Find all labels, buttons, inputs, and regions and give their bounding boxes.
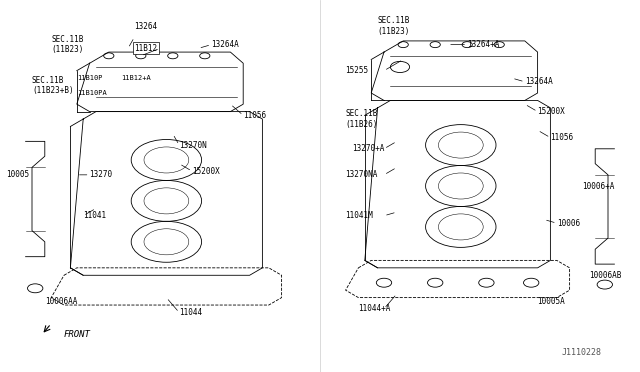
Text: 11056: 11056 xyxy=(550,133,573,142)
Text: 11044+A: 11044+A xyxy=(358,304,391,313)
Text: J1110228: J1110228 xyxy=(562,348,602,357)
Text: 10005A: 10005A xyxy=(538,297,565,306)
Text: SEC.11B
(11B23): SEC.11B (11B23) xyxy=(51,35,84,54)
Text: 11044: 11044 xyxy=(179,308,202,317)
Text: 11B10P: 11B10P xyxy=(77,75,102,81)
Text: 11B12+A: 11B12+A xyxy=(122,75,151,81)
Text: 10005: 10005 xyxy=(6,170,29,179)
Text: 11B10PA: 11B10PA xyxy=(77,90,106,96)
Text: 13264A: 13264A xyxy=(525,77,552,86)
Text: 13270: 13270 xyxy=(90,170,113,179)
Text: SEC.11B
(11B26): SEC.11B (11B26) xyxy=(346,109,378,129)
Text: 10006AB: 10006AB xyxy=(589,271,621,280)
Text: SEC.11B
(11B23+B): SEC.11B (11B23+B) xyxy=(32,76,74,95)
Text: 13264A: 13264A xyxy=(211,40,239,49)
Text: 10006AA: 10006AA xyxy=(45,297,77,306)
Text: 11B12: 11B12 xyxy=(134,44,157,53)
Text: 11056: 11056 xyxy=(243,111,266,120)
Text: 15200X: 15200X xyxy=(192,167,220,176)
Text: 13270N: 13270N xyxy=(179,141,207,150)
Text: 11041M: 11041M xyxy=(346,211,373,220)
Text: SEC.11B
(11B23): SEC.11B (11B23) xyxy=(378,16,410,36)
Text: 15200X: 15200X xyxy=(538,107,565,116)
Text: 11041: 11041 xyxy=(83,211,106,220)
Text: FRONT: FRONT xyxy=(64,330,91,339)
Text: 13264+A: 13264+A xyxy=(467,40,500,49)
Text: 13264: 13264 xyxy=(134,22,157,31)
Text: 10006: 10006 xyxy=(557,219,580,228)
Text: 15255: 15255 xyxy=(346,66,369,75)
Text: 13270NA: 13270NA xyxy=(346,170,378,179)
Text: 13270+A: 13270+A xyxy=(352,144,385,153)
Text: 10006+A: 10006+A xyxy=(582,182,615,190)
